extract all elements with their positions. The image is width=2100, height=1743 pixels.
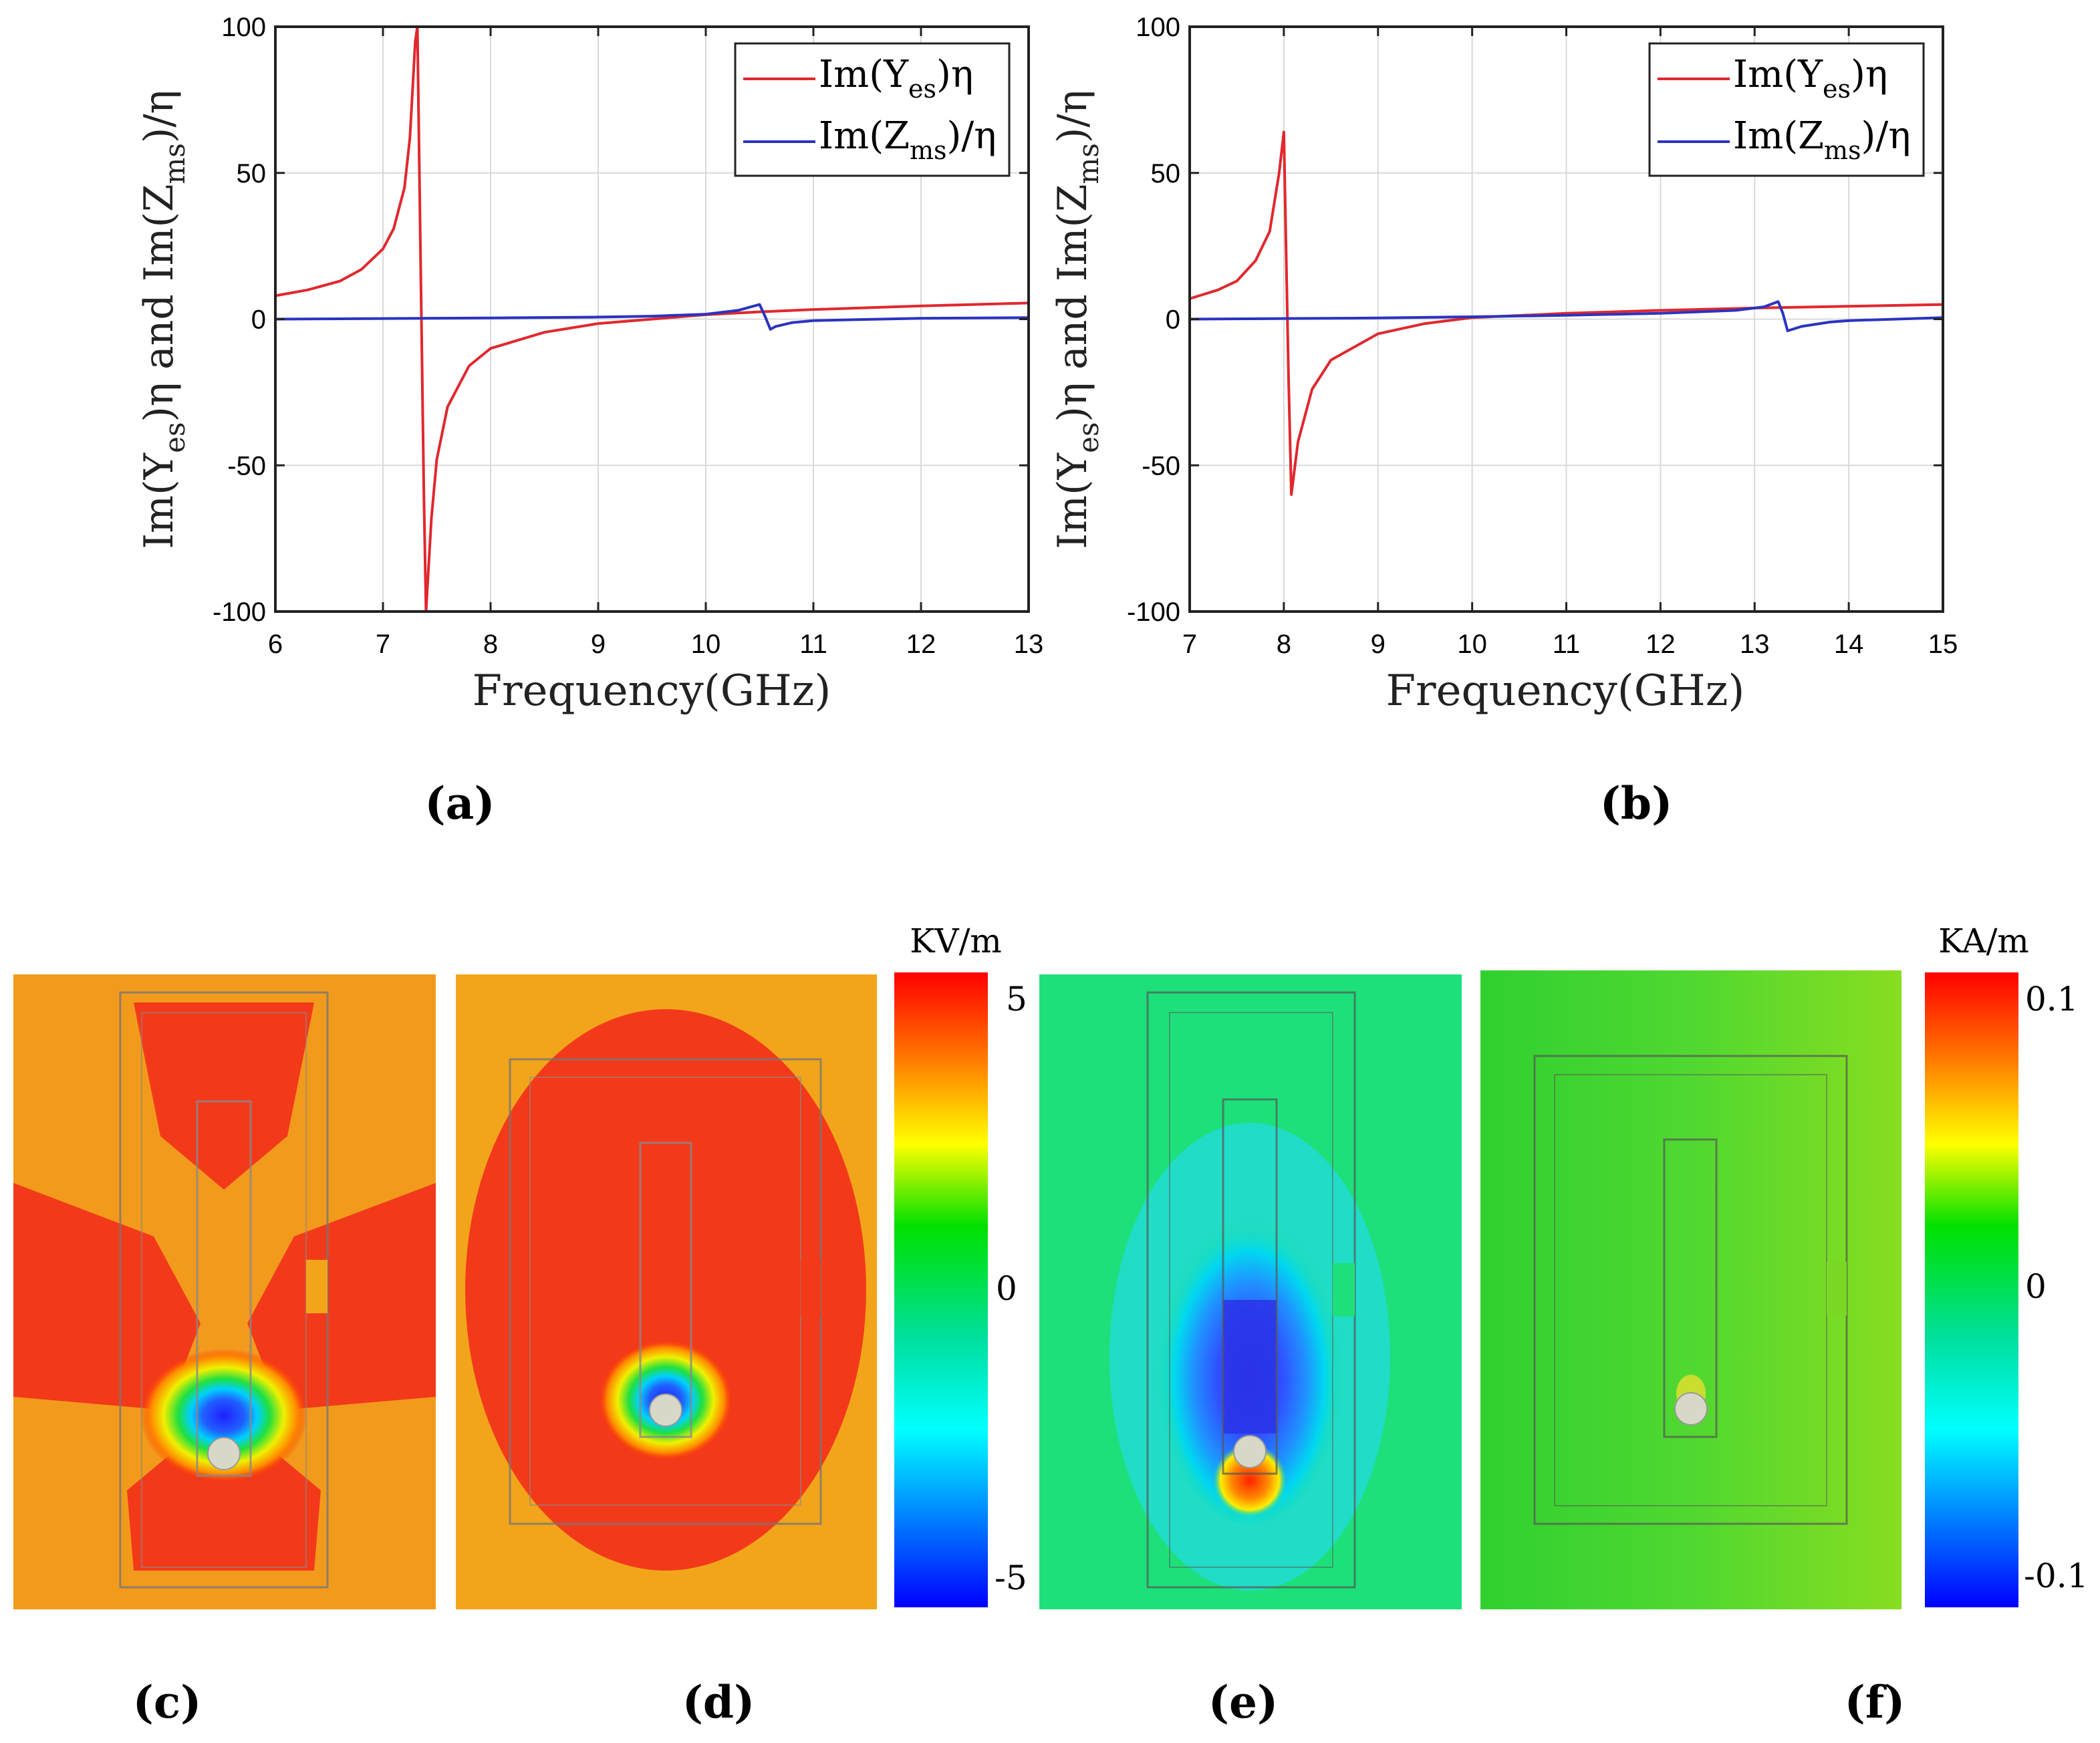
colorbar-h-unit: KA/m bbox=[1938, 922, 2029, 960]
field-map-c-red-top bbox=[134, 1002, 314, 1190]
field-map-d-feed-point bbox=[649, 1393, 682, 1427]
field-map-e-strip bbox=[1222, 1098, 1278, 1475]
colorbar-e-max: 5 bbox=[1006, 980, 1027, 1019]
x-tick-label: 8 bbox=[1277, 630, 1291, 659]
y-ticks-a: 100 50 0 -50 -100 bbox=[213, 13, 1029, 627]
x-axis-label-a: Frequency(GHz) bbox=[473, 666, 831, 716]
field-map-d bbox=[456, 974, 877, 1609]
x-axis-label-b: Frequency(GHz) bbox=[1386, 666, 1745, 716]
panel-label-e: (e) bbox=[1208, 1676, 1278, 1728]
x-tick-label: 14 bbox=[1834, 630, 1864, 659]
x-tick-label: 13 bbox=[1740, 630, 1770, 659]
x-tick-label: 11 bbox=[799, 630, 827, 659]
y-axis-label-a: Im(Yes)η and Im(Zms)/η bbox=[136, 90, 191, 549]
field-map-c-strip bbox=[196, 1100, 252, 1477]
field-map-c-hotspot bbox=[140, 1349, 307, 1482]
legend-label-zms-a: Im(Zms)/η bbox=[819, 114, 997, 165]
field-map-f-gap bbox=[1827, 1262, 1847, 1315]
colorbar-e-min: -5 bbox=[995, 1559, 1027, 1597]
field-map-d-red-region bbox=[465, 1009, 866, 1571]
x-tick-label: 10 bbox=[1457, 630, 1487, 659]
field-map-e-orange-spot bbox=[1213, 1444, 1287, 1517]
chart-b: 7 8 9 10 11 12 13 14 15 100 50 0 -50 -100 Frequency(… bbox=[1049, 13, 1958, 829]
colorbar-e-unit: KV/m bbox=[910, 922, 1002, 960]
legend-b: Im(Yes)η Im(Zms)/η bbox=[1648, 42, 1925, 177]
y-tick-label: -100 bbox=[213, 597, 266, 627]
x-tick-label: 9 bbox=[1371, 630, 1386, 659]
y-tick-label: 0 bbox=[1166, 305, 1180, 335]
chart-a: 6 7 8 9 10 11 12 13 100 50 0 -50 -100 Frequency(GHz… bbox=[136, 13, 1043, 829]
panel-label-a: (a) bbox=[424, 777, 495, 829]
field-map-c-red-bottom bbox=[127, 1454, 321, 1571]
field-map-e bbox=[1039, 974, 1462, 1609]
y-tick-label: 50 bbox=[237, 159, 267, 188]
x-tick-label: 7 bbox=[1182, 630, 1197, 659]
colorbar-h-max: 0.1 bbox=[2025, 980, 2079, 1019]
x-tick-label: 9 bbox=[591, 630, 606, 659]
y-axis-label-b: Im(Yes)η and Im(Zms)/η bbox=[1049, 90, 1105, 549]
y-tick-label: -50 bbox=[1142, 451, 1180, 481]
field-map-c-gap bbox=[306, 1260, 327, 1313]
legend-box-a bbox=[734, 42, 1011, 177]
x-tick-label: 11 bbox=[1553, 630, 1581, 659]
colorbar-e-mid: 0 bbox=[996, 1269, 1017, 1308]
panel-label-f: (f) bbox=[1845, 1676, 1906, 1728]
field-map-c bbox=[13, 974, 436, 1609]
legend-label-yes-a: Im(Yes)η bbox=[819, 53, 973, 104]
colorbar-h-bar bbox=[1925, 972, 2018, 1607]
series-a bbox=[275, 25, 1029, 613]
y-ticks-b: 100 50 0 -50 -100 bbox=[1127, 13, 1943, 627]
y-tick-label: -50 bbox=[227, 451, 266, 481]
colorbar-h-mid: 0 bbox=[2025, 1267, 2047, 1306]
field-map-c-red-left bbox=[13, 1183, 201, 1410]
legend-label-yes-b: Im(Yes)η bbox=[1733, 53, 1887, 104]
x-tick-label: 13 bbox=[1014, 630, 1044, 659]
field-map-f-strip bbox=[1663, 1138, 1718, 1438]
x-tick-label: 6 bbox=[268, 630, 283, 659]
field-map-f-feed-point bbox=[1674, 1392, 1708, 1426]
y-tick-label: 100 bbox=[221, 13, 266, 42]
panel-label-b: (b) bbox=[1600, 777, 1673, 829]
x-ticks-a: 6 7 8 9 10 11 12 13 bbox=[268, 27, 1043, 659]
x-tick-label: 8 bbox=[483, 630, 498, 659]
y-tick-label: -100 bbox=[1127, 597, 1180, 627]
x-tick-label: 12 bbox=[1646, 630, 1676, 659]
field-map-f bbox=[1480, 970, 1901, 1609]
series-b bbox=[1189, 130, 1944, 496]
y-tick-label: 100 bbox=[1136, 13, 1180, 42]
colorbar-h: KA/m 0.1 0 -0.1 bbox=[1925, 922, 2088, 1607]
series-line-im-yes bbox=[1189, 130, 1944, 496]
field-map-e-feed-point bbox=[1233, 1435, 1267, 1468]
field-map-e-blue-core bbox=[1223, 1300, 1277, 1434]
colorbar-e: KV/m 5 0 -5 bbox=[894, 922, 1027, 1607]
legend-a: Im(Yes)η Im(Zms)/η bbox=[734, 42, 1011, 177]
y-tick-label: 0 bbox=[251, 305, 266, 335]
field-map-c-feed-point bbox=[207, 1437, 241, 1470]
panel-label-c: (c) bbox=[133, 1676, 202, 1728]
x-tick-label: 15 bbox=[1928, 630, 1958, 659]
colorbar-h-min: -0.1 bbox=[2024, 1557, 2088, 1595]
colorbar-e-bar bbox=[894, 972, 988, 1607]
field-map-c-red-right bbox=[247, 1183, 436, 1410]
x-ticks-b: 7 8 9 10 11 12 13 14 15 bbox=[1182, 27, 1958, 659]
field-map-e-gap bbox=[1333, 1263, 1355, 1317]
panel-label-d: (d) bbox=[682, 1676, 755, 1728]
field-map-d-gap bbox=[801, 1260, 821, 1317]
x-tick-label: 12 bbox=[906, 630, 936, 659]
x-tick-label: 7 bbox=[376, 630, 390, 659]
series-line-im-zms bbox=[1189, 300, 1944, 332]
series-line-im-zms bbox=[275, 303, 1029, 331]
field-map-d-strip bbox=[639, 1142, 692, 1438]
legend-box-b bbox=[1648, 42, 1925, 177]
legend-label-zms-b: Im(Zms)/η bbox=[1733, 114, 1911, 165]
y-tick-label: 50 bbox=[1151, 159, 1181, 188]
x-tick-label: 10 bbox=[691, 630, 721, 659]
